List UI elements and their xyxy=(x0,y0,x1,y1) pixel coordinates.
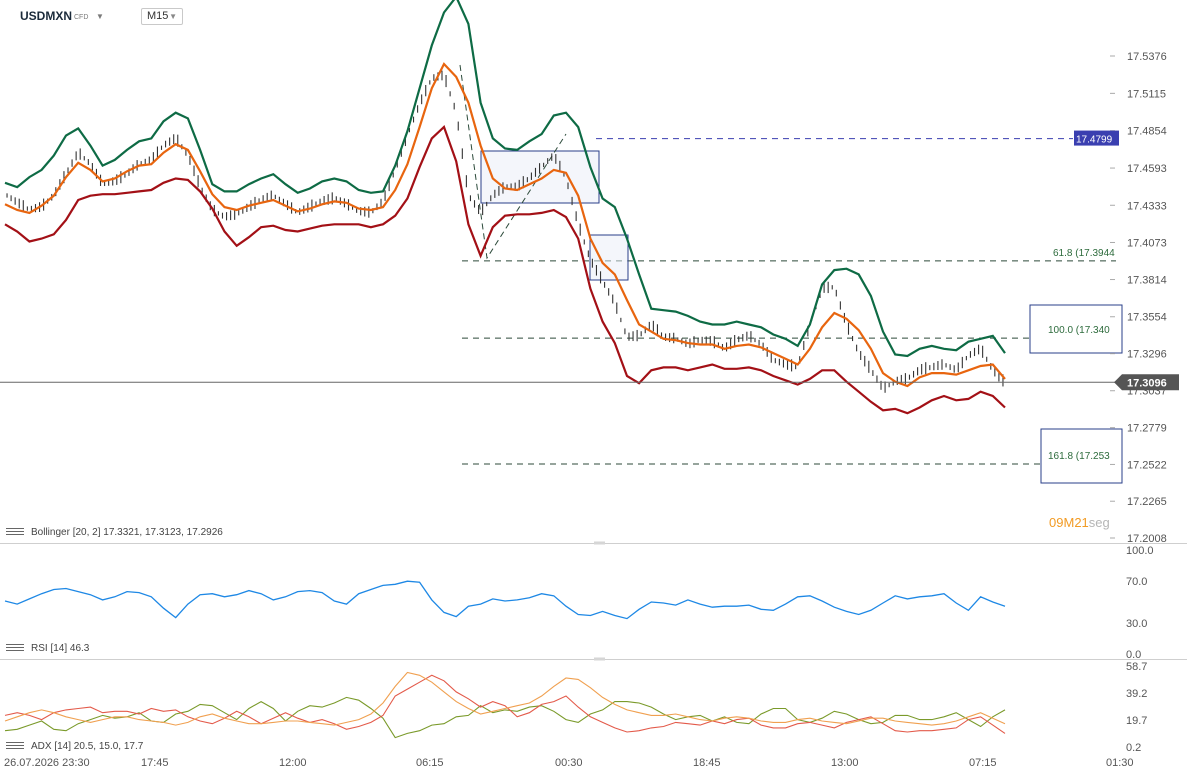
fib-trend-line xyxy=(459,64,567,260)
x-tick-label: 13:00 xyxy=(831,757,859,769)
y-tick-label: 17.2008 xyxy=(1127,533,1167,545)
adx-plus-di-line xyxy=(4,674,1006,734)
drawing-rectangle xyxy=(589,234,629,281)
fib-label: 100.0 (17.340 xyxy=(1048,325,1110,336)
y-tick-label: 17.3296 xyxy=(1127,349,1167,361)
y-tick-label: 17.4073 xyxy=(1127,237,1167,249)
rsi-legend[interactable]: RSI [14] 46.3 xyxy=(31,643,90,654)
y-tick-label: 17.3554 xyxy=(1127,312,1167,324)
x-tick-label: 00:30 xyxy=(555,757,583,769)
bollinger-upper-band xyxy=(4,0,1006,358)
bollinger-legend[interactable]: Bollinger [20, 2] 17.3321, 17.3123, 17.2… xyxy=(31,527,223,538)
adx-legend[interactable]: ADX [14] 20.5, 15.0, 17.7 xyxy=(31,741,144,752)
chevron-down-icon: ▼ xyxy=(169,12,177,21)
candle-timer: 09M21seg xyxy=(1049,515,1110,530)
drawing-boxes xyxy=(459,64,629,281)
timer-seconds-unit: seg xyxy=(1088,515,1110,530)
alert-price-label: 17.4799 xyxy=(1076,135,1113,146)
bollinger-settings-icon[interactable] xyxy=(6,528,24,536)
timer-seconds: 21 xyxy=(1074,515,1089,530)
x-tick-label: 26.07.2026 23:30 xyxy=(4,757,90,769)
fibonacci-levels: 61.8 (17.3944 100.0 (17.340 161.8 (17.253 xyxy=(462,138,1123,484)
rsi-tick-label: 70.0 xyxy=(1126,576,1147,588)
timeframe-select[interactable]: M15 ▼ xyxy=(141,8,183,25)
y-tick-label: 17.3814 xyxy=(1127,275,1167,287)
y-tick-label: 17.4854 xyxy=(1127,126,1167,138)
current-price-label: 17.3096 xyxy=(1127,377,1167,389)
instrument-type-label: CFD xyxy=(74,14,89,21)
y-tick-label: 17.5115 xyxy=(1127,88,1166,100)
fib-label-box xyxy=(1040,428,1123,484)
price-axis: 17.5376 17.5115 17.4854 17.4593 17.4333 17.40… xyxy=(0,51,1179,545)
adx-minus-di-line xyxy=(4,696,1006,739)
y-tick-label: 17.4333 xyxy=(1127,200,1167,212)
rsi-tick-label: 0.0 xyxy=(1126,649,1141,661)
timer-minutes-unit: M xyxy=(1063,515,1075,530)
x-tick-label: 06:15 xyxy=(416,757,444,769)
x-tick-label: 17:45 xyxy=(141,757,169,769)
y-tick-label: 17.2265 xyxy=(1127,496,1167,508)
bollinger-bands xyxy=(4,0,1006,415)
symbol-label[interactable]: USDMXN xyxy=(20,9,73,23)
fib-label: 61.8 (17.3944 xyxy=(1053,248,1115,259)
x-tick-label: 18:45 xyxy=(693,757,721,769)
x-tick-label: 12:00 xyxy=(279,757,307,769)
timeframe-value: M15 xyxy=(147,10,169,22)
drawing-rectangle xyxy=(480,150,600,204)
symbol-dropdown-icon[interactable]: ▼ xyxy=(96,12,104,21)
adx-line xyxy=(4,671,1006,726)
rsi-line xyxy=(4,580,1006,620)
panel-resize-handle xyxy=(594,541,605,545)
y-tick-label: 17.2779 xyxy=(1127,423,1167,435)
x-tick-label: 07:15 xyxy=(969,757,997,769)
fib-label-box xyxy=(1029,304,1123,354)
alert-price-tag xyxy=(1074,130,1119,146)
rsi-tick-label: 30.0 xyxy=(1126,618,1147,630)
current-price-tag xyxy=(1114,374,1179,391)
bollinger-middle-band xyxy=(4,62,1006,388)
adx-tick-label: 39.2 xyxy=(1126,688,1147,700)
y-tick-label: 17.2522 xyxy=(1127,459,1167,471)
adx-tick-label: 0.2 xyxy=(1126,742,1141,754)
bollinger-lower-band xyxy=(4,125,1006,415)
panel-resize-handle xyxy=(594,657,605,661)
timer-minutes: 09 xyxy=(1049,515,1064,530)
fib-label: 161.8 (17.253 xyxy=(1048,451,1110,462)
x-tick-label: 01:30 xyxy=(1106,757,1134,769)
time-axis: 26.07.2026 23:30 17:45 12:00 06:15 00:30 18:4… xyxy=(4,757,1134,769)
rsi-tick-label: 100.0 xyxy=(1126,545,1154,557)
sub-panels: 100.0 70.0 30.0 0.058.7 39.2 19.7 0.2 xyxy=(4,545,1154,754)
adx-tick-label: 58.7 xyxy=(1126,661,1147,673)
adx-settings-icon[interactable] xyxy=(6,742,24,750)
rsi-settings-icon[interactable] xyxy=(6,644,24,652)
y-tick-label: 17.4593 xyxy=(1127,163,1167,175)
y-tick-label: 17.5376 xyxy=(1127,51,1167,63)
adx-tick-label: 19.7 xyxy=(1126,715,1147,727)
